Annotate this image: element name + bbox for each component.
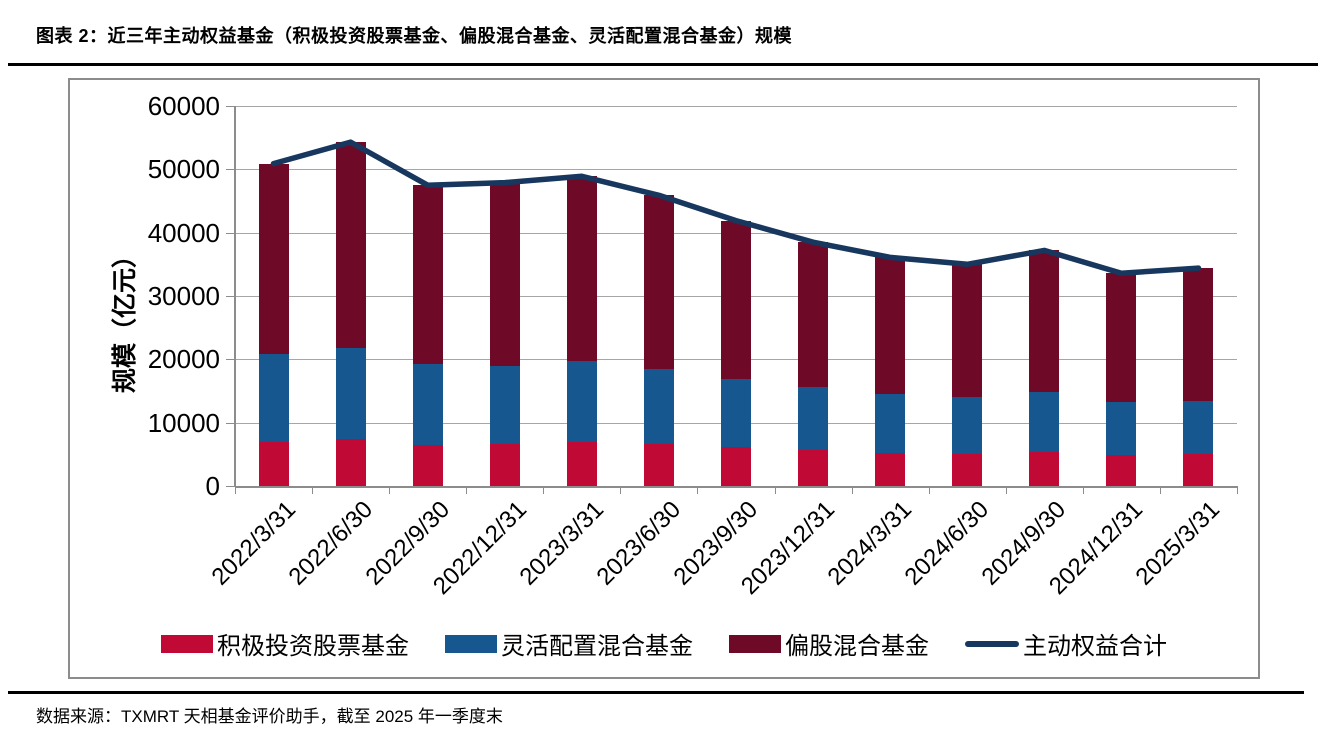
y-axis-tick <box>226 232 235 234</box>
x-axis-tick <box>235 486 236 494</box>
bar-segment <box>875 453 906 486</box>
legend-item: 偏股混合基金 <box>729 626 929 661</box>
legend-color-swatch <box>445 634 497 653</box>
bar-segment <box>952 264 983 397</box>
x-axis-tick <box>851 486 853 494</box>
y-tick-label: 20000 <box>147 344 220 375</box>
legend-color-swatch <box>729 634 781 653</box>
bar-segment <box>798 386 829 450</box>
y-tick-label: 50000 <box>147 154 220 185</box>
chart-frame: 规模（亿元） 0 10000 20000 30000 40000 50000 60000 2… <box>68 78 1260 679</box>
bar-segment <box>798 242 829 387</box>
x-axis-tick <box>1159 486 1161 494</box>
bar-segment <box>258 353 289 443</box>
bar-segment <box>643 368 674 445</box>
bar-segment <box>875 393 906 454</box>
bar-segment <box>412 185 443 365</box>
bar-segment <box>1183 268 1214 402</box>
bar-segment <box>1029 250 1060 393</box>
x-tick-label: 2023/3/31 <box>514 496 609 591</box>
bar-segment <box>1106 401 1137 455</box>
chart-legend: 积极投资股票基金 灵活配置混合基金 偏股混合基金 主动权益合计 <box>70 626 1258 661</box>
gridline <box>235 169 1237 171</box>
legend-line-swatch <box>965 640 1019 647</box>
legend-item: 主动权益合计 <box>965 626 1167 661</box>
bar-segment <box>643 195 674 369</box>
bar-segment <box>798 449 829 486</box>
x-axis-line <box>235 486 1237 488</box>
bar-segment <box>1183 453 1214 486</box>
bar-segment <box>643 444 674 486</box>
bar-segment <box>721 446 751 486</box>
x-axis-tick <box>1005 486 1007 494</box>
x-axis-tick <box>620 486 622 494</box>
bar-segment <box>258 442 289 486</box>
legend-item: 积极投资股票基金 <box>161 626 409 661</box>
bar-segment <box>1029 452 1060 486</box>
page-title: 图表 2：近三年主动权益基金（积极投资股票基金、偏股混合基金、灵活配置混合基金）… <box>36 26 793 46</box>
y-axis-line <box>234 106 236 486</box>
total-line-chart <box>270 139 1202 276</box>
y-axis-tick <box>226 422 235 424</box>
y-axis-tick <box>226 169 235 171</box>
bar-segment <box>335 347 366 440</box>
bar-segment <box>952 454 983 486</box>
y-tick-label: 10000 <box>147 407 220 438</box>
legend-label: 积极投资股票基金 <box>217 633 409 660</box>
x-axis-tick <box>543 486 545 494</box>
x-tick-label: 2022/6/30 <box>283 496 378 591</box>
x-axis-tick <box>697 486 699 494</box>
legend-item: 灵活配置混合基金 <box>445 626 693 661</box>
x-tick-label: 2025/3/31 <box>1130 496 1226 591</box>
y-axis-tick <box>226 106 235 107</box>
bar-segment <box>489 365 520 445</box>
bar-segment <box>566 442 597 486</box>
bar-segment <box>1029 392 1060 453</box>
bar-segment <box>952 396 983 455</box>
bar-segment <box>489 182 520 366</box>
bar-segment <box>258 163 289 354</box>
source-note: 数据来源：TXMRT 天相基金评价助手，截至 2025 年一季度末 <box>36 707 503 726</box>
legend-color-swatch <box>161 634 213 653</box>
x-tick-label: 2024/6/30 <box>899 496 995 591</box>
bar-segment <box>412 364 443 445</box>
plot-area <box>226 106 1238 494</box>
x-axis-tick <box>312 486 314 494</box>
x-axis-tick <box>389 486 391 494</box>
x-tick-label: 2024/3/31 <box>822 496 918 591</box>
x-axis-tick <box>928 486 930 494</box>
bar-segment <box>412 444 443 486</box>
bar-segment <box>1106 454 1137 486</box>
y-axis-tick <box>226 359 235 361</box>
bar-segment <box>1183 401 1214 454</box>
y-axis-tick <box>226 486 235 487</box>
y-tick-label: 0 <box>205 471 220 501</box>
bar-segment <box>335 439 366 486</box>
x-tick-label: 2023/6/30 <box>591 496 687 591</box>
x-axis-tick <box>774 486 776 494</box>
bar-segment <box>875 257 906 394</box>
gridline <box>235 106 1237 107</box>
bar-segment <box>566 176 597 362</box>
y-tick-label: 60000 <box>147 91 220 121</box>
title-divider <box>8 63 1318 66</box>
x-tick-label: 2022/3/31 <box>206 496 301 591</box>
total-line <box>270 139 1202 276</box>
bar-segment <box>335 142 366 348</box>
legend-label: 主动权益合计 <box>1023 633 1167 660</box>
legend-label: 灵活配置混合基金 <box>501 633 693 660</box>
footer-divider <box>8 691 1304 694</box>
x-axis-tick <box>466 486 468 494</box>
bar-segment <box>489 444 520 486</box>
x-axis-tick <box>1237 486 1238 494</box>
y-axis-tick <box>226 296 235 297</box>
bar-segment <box>721 220 751 379</box>
bar-segment <box>566 361 597 443</box>
y-tick-label: 30000 <box>147 281 220 311</box>
bar-segment <box>1106 273 1137 402</box>
bar-segment <box>721 378 751 447</box>
y-tick-label: 40000 <box>147 217 220 248</box>
legend-label: 偏股混合基金 <box>785 633 929 660</box>
x-axis-tick <box>1082 486 1084 494</box>
